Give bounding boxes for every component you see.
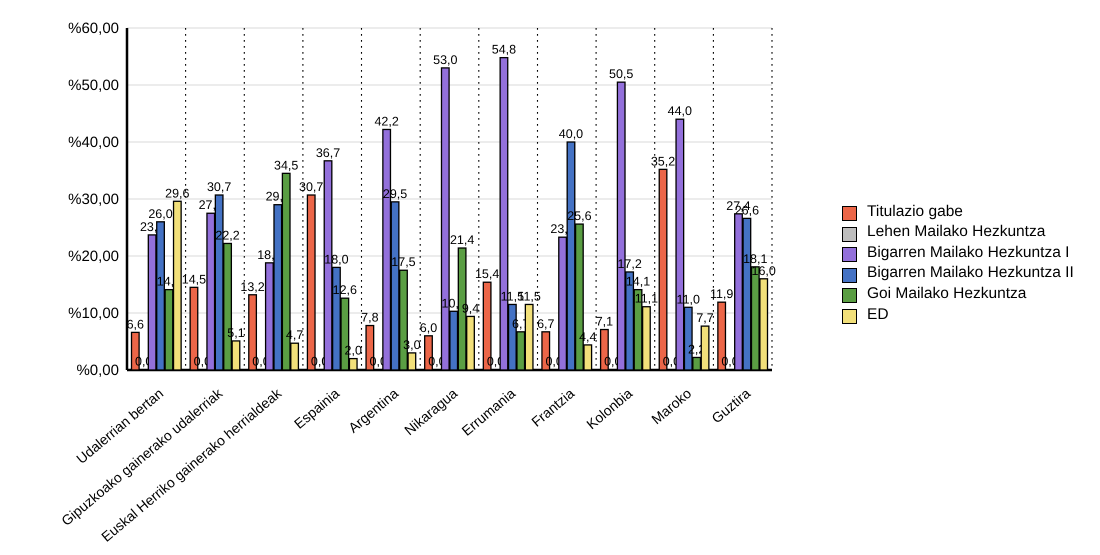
svg-text:34,5: 34,5: [274, 158, 298, 172]
svg-text:50,5: 50,5: [609, 67, 633, 81]
svg-text:7,7: 7,7: [696, 311, 713, 325]
svg-text:44,0: 44,0: [668, 104, 692, 118]
svg-text:11,1: 11,1: [635, 292, 658, 306]
svg-text:%0,00: %0,00: [76, 362, 119, 379]
svg-text:%60,00: %60,00: [68, 20, 119, 37]
svg-text:16,0: 16,0: [752, 264, 776, 278]
svg-text:2,0: 2,0: [345, 344, 362, 358]
svg-text:11,9: 11,9: [710, 287, 733, 301]
svg-text:17,2: 17,2: [617, 257, 641, 271]
svg-text:4,7: 4,7: [286, 328, 303, 342]
svg-text:22,2: 22,2: [215, 229, 239, 243]
svg-text:21,4: 21,4: [450, 233, 474, 247]
svg-text:12,6: 12,6: [333, 283, 357, 297]
svg-text:25,6: 25,6: [567, 209, 591, 223]
svg-text:14,5: 14,5: [182, 272, 206, 286]
svg-text:9,4: 9,4: [462, 301, 479, 315]
svg-text:26,0: 26,0: [148, 207, 172, 221]
svg-text:7,1: 7,1: [596, 315, 613, 329]
svg-text:40,0: 40,0: [559, 127, 583, 141]
svg-text:18,0: 18,0: [324, 252, 348, 266]
svg-text:53,0: 53,0: [433, 53, 457, 67]
svg-text:5,1: 5,1: [227, 326, 244, 340]
svg-text:15,4: 15,4: [475, 267, 499, 281]
svg-text:11,0: 11,0: [677, 292, 700, 306]
svg-text:6,6: 6,6: [127, 317, 144, 331]
svg-text:%10,00: %10,00: [68, 305, 119, 322]
svg-text:%50,00: %50,00: [68, 77, 119, 94]
svg-text:29,6: 29,6: [165, 186, 189, 200]
svg-text:30,7: 30,7: [207, 180, 231, 194]
svg-text:11,5: 11,5: [517, 289, 540, 303]
svg-text:6,7: 6,7: [537, 317, 554, 331]
svg-text:4,4: 4,4: [579, 330, 596, 344]
svg-text:35,2: 35,2: [651, 154, 675, 168]
svg-text:30,7: 30,7: [299, 180, 323, 194]
svg-text:36,7: 36,7: [316, 146, 340, 160]
svg-text:29,5: 29,5: [383, 187, 407, 201]
svg-text:%20,00: %20,00: [68, 248, 119, 265]
svg-text:13,2: 13,2: [240, 280, 264, 294]
svg-text:54,8: 54,8: [492, 43, 516, 57]
svg-text:17,5: 17,5: [391, 255, 415, 269]
svg-text:3,0: 3,0: [403, 338, 420, 352]
svg-text:6,0: 6,0: [420, 321, 437, 335]
svg-text:7,8: 7,8: [361, 311, 378, 325]
svg-text:14,1: 14,1: [626, 275, 650, 289]
svg-text:26,6: 26,6: [735, 203, 759, 217]
svg-text:42,2: 42,2: [374, 115, 398, 129]
svg-text:%30,00: %30,00: [68, 191, 119, 208]
svg-text:%40,00: %40,00: [68, 134, 119, 151]
